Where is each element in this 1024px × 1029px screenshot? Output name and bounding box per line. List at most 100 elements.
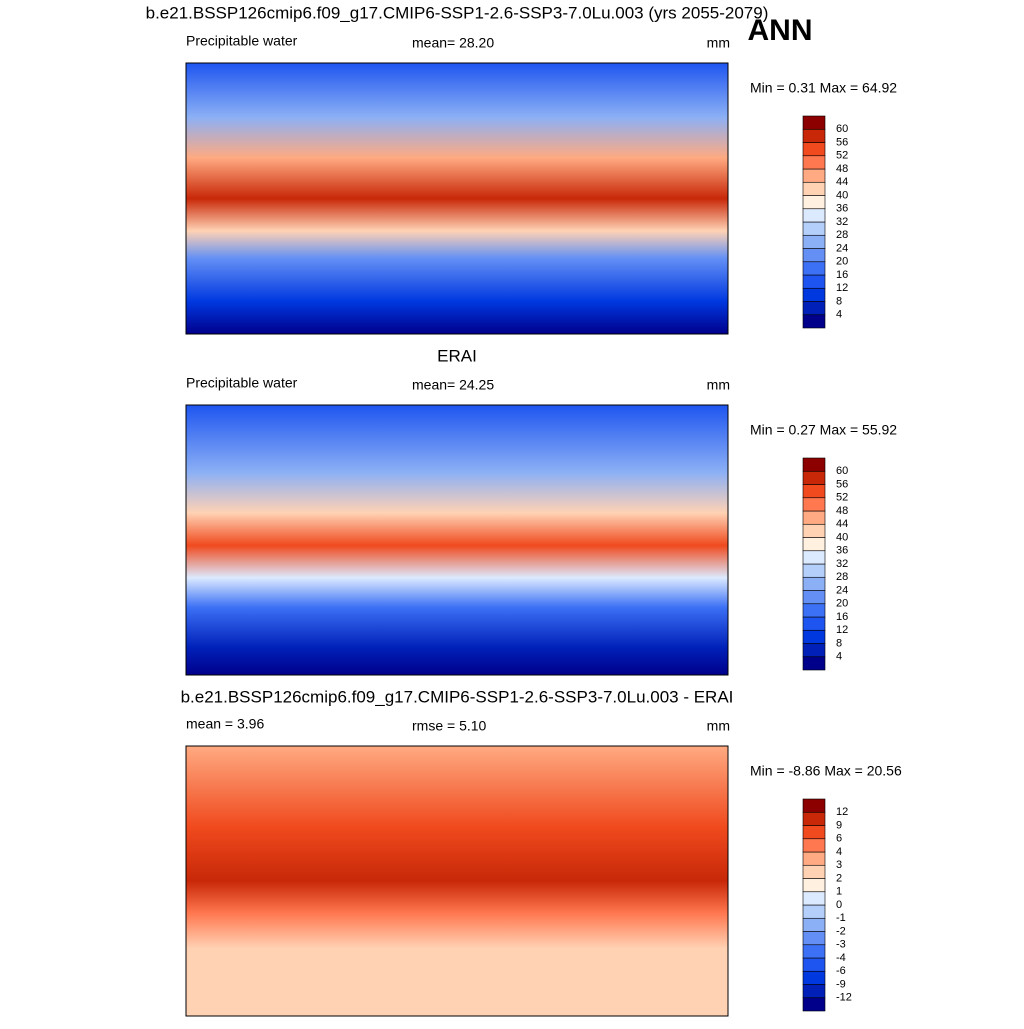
colorbar-box (802, 917, 826, 932)
colorbar-box (802, 314, 826, 329)
colorbar-box (802, 155, 826, 170)
colorbar-label: 48 (836, 505, 848, 517)
colorbar-label: 28 (836, 229, 848, 241)
colorbar-label: -4 (836, 952, 846, 964)
colorbar-label: 3 (836, 859, 842, 871)
colorbar-label: 52 (836, 492, 848, 504)
colorbar-label: -6 (836, 965, 846, 977)
colorbar-box (802, 234, 826, 249)
colorbar-box (802, 563, 826, 578)
panel-center-label: mean= 28.20 (412, 35, 494, 51)
colorbar-label: 36 (836, 203, 848, 215)
panel-units: mm (707, 718, 730, 734)
colorbar-label: 16 (836, 269, 848, 281)
colorbar-label: 20 (836, 256, 848, 268)
colorbar-box (802, 181, 826, 196)
colorbar-label: 1 (836, 886, 842, 898)
colorbar-box (802, 944, 826, 959)
colorbar-box (802, 484, 826, 499)
min-max: Min = 0.27 Max = 55.92 (750, 422, 897, 438)
colorbar-box (802, 864, 826, 879)
min-max: Min = 0.31 Max = 64.92 (750, 80, 897, 96)
colorbar-box (802, 523, 826, 538)
colorbar-label: 32 (836, 558, 848, 570)
colorbar-box (802, 851, 826, 866)
panel-units: mm (707, 35, 730, 51)
colorbar-box (802, 248, 826, 263)
colorbar-label: -2 (836, 925, 846, 937)
colorbar-box (802, 128, 826, 143)
colorbar-box (802, 984, 826, 999)
colorbar-box (802, 656, 826, 671)
figure-title: b.e21.BSSP126cmip6.f09_g17.CMIP6-SSP1-2.… (146, 3, 769, 22)
panel-center-label: mean= 24.25 (412, 377, 494, 393)
colorbar-box (802, 497, 826, 512)
colorbar-box (802, 643, 826, 658)
colorbar-box (802, 208, 826, 223)
map (185, 745, 729, 1017)
colorbar-box (802, 550, 826, 565)
colorbar-label: 48 (836, 163, 848, 175)
panel-title: b.e21.BSSP126cmip6.f09_g17.CMIP6-SSP1-2.… (181, 687, 734, 706)
colorbar-box (802, 457, 826, 472)
colorbar-box (802, 287, 826, 302)
colorbar-box (802, 616, 826, 631)
colorbar-label: -9 (836, 978, 846, 990)
colorbar-box (802, 590, 826, 605)
colorbar-label: 56 (836, 136, 848, 148)
colorbar-box (802, 510, 826, 525)
colorbar-label: 52 (836, 150, 848, 162)
colorbar-box (802, 838, 826, 853)
panel-left-label: mean = 3.96 (186, 716, 264, 732)
colorbar-box (802, 274, 826, 289)
colorbar-label: 40 (836, 189, 848, 201)
colorbar-label: 24 (836, 242, 848, 254)
colorbar-box (802, 195, 826, 210)
map (185, 62, 729, 335)
colorbar-label: 12 (836, 282, 848, 294)
colorbar-box (802, 957, 826, 972)
colorbar-label: 4 (836, 846, 842, 858)
colorbar-label: 4 (836, 651, 842, 663)
colorbar-box (802, 878, 826, 893)
colorbar-label: 12 (836, 624, 848, 636)
colorbar-label: 24 (836, 584, 848, 596)
colorbar-box (802, 931, 826, 946)
colorbar-box (802, 168, 826, 183)
panel-center-label: rmse = 5.10 (412, 718, 487, 734)
colorbar-label: -12 (836, 992, 852, 1004)
colorbar-label: 6 (836, 833, 842, 845)
colorbar-box (802, 798, 826, 813)
colorbar-label: 0 (836, 899, 842, 911)
season: ANN (748, 14, 813, 47)
colorbar-label: 2 (836, 872, 842, 884)
colorbar-label: 16 (836, 611, 848, 623)
colorbar-box (802, 261, 826, 276)
colorbar-box (802, 142, 826, 157)
colorbar-label: 32 (836, 216, 848, 228)
colorbar-label: 56 (836, 478, 848, 490)
colorbar-box (802, 891, 826, 906)
colorbar-label: 44 (836, 518, 848, 530)
colorbar-label: 12 (836, 806, 848, 818)
colorbar-label: 60 (836, 465, 848, 477)
colorbar-box (802, 603, 826, 618)
colorbar-box (802, 576, 826, 591)
colorbar-box (802, 825, 826, 840)
colorbar-label: 4 (836, 309, 842, 321)
colorbar-box (802, 221, 826, 236)
colorbar-label: 8 (836, 295, 842, 307)
colorbar-label: 20 (836, 598, 848, 610)
map (185, 404, 729, 676)
colorbar-label: -3 (836, 939, 846, 951)
panel-title: ERAI (437, 346, 477, 365)
panel-left-label: Precipitable water (186, 375, 298, 391)
colorbar-label: 44 (836, 176, 848, 188)
panel-units: mm (707, 377, 730, 393)
colorbar-box (802, 537, 826, 552)
colorbar-label: 40 (836, 531, 848, 543)
colorbar-label: 8 (836, 637, 842, 649)
colorbar-box (802, 970, 826, 985)
colorbar-box (802, 115, 826, 130)
